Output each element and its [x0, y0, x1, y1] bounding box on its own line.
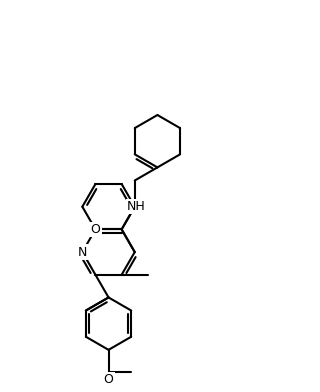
Text: N: N [78, 245, 87, 259]
Text: O: O [104, 373, 114, 386]
Text: O: O [91, 223, 100, 236]
Text: NH: NH [127, 200, 146, 213]
